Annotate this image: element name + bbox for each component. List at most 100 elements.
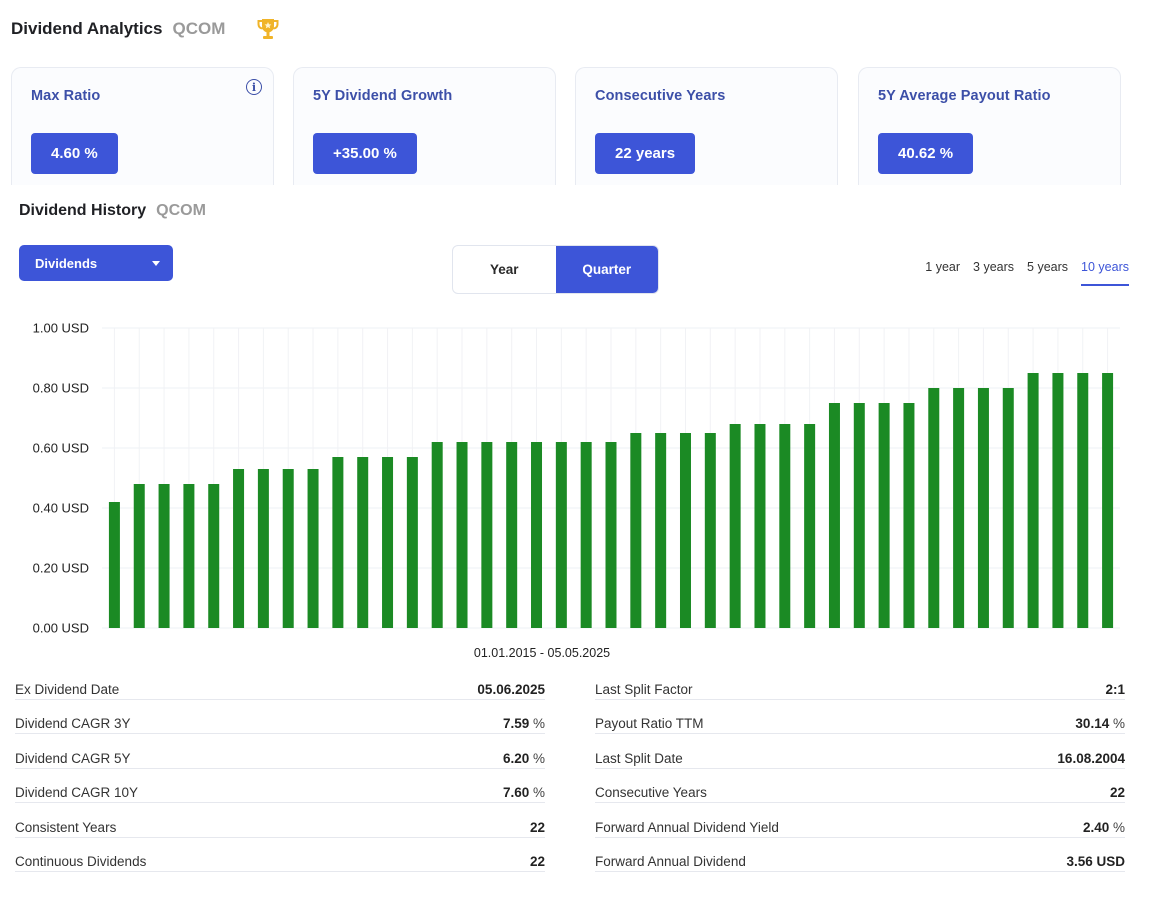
dividend-bar[interactable]	[357, 457, 369, 628]
stat-key: Last Split Factor	[595, 682, 701, 697]
stat-value: 22	[521, 819, 545, 835]
stat-row: Dividend CAGR 5Y 6.20 %	[15, 750, 545, 785]
stat-row: Dividend CAGR 3Y 7.59 %	[15, 716, 545, 750]
dividend-bar[interactable]	[1052, 373, 1064, 628]
dividend-bar[interactable]	[257, 469, 269, 628]
dividend-bar[interactable]	[928, 388, 940, 628]
card-consecutive-years: Consecutive Years 22 years	[575, 67, 838, 185]
dividend-bar[interactable]	[431, 442, 443, 628]
card-5y-average-payout-ratio: 5Y Average Payout Ratio 40.62 %	[858, 67, 1121, 185]
stat-key: Consecutive Years	[595, 785, 715, 801]
stat-value: 22	[1101, 785, 1125, 801]
stat-value: 6.20 %	[494, 750, 545, 766]
card-5y-dividend-growth: 5Y Dividend Growth +35.00 %	[293, 67, 556, 185]
dividend-bar[interactable]	[779, 424, 791, 628]
stat-value: 2.40 %	[1074, 819, 1125, 835]
dividend-bar[interactable]	[1002, 388, 1014, 628]
info-icon[interactable]: i	[246, 79, 262, 95]
range-selector: 1 year 3 years 5 years 10 years	[925, 260, 1129, 286]
stat-row: Forward Annual Dividend 3.56 USD	[595, 853, 1125, 888]
toggle-year[interactable]: Year	[489, 262, 519, 277]
stat-key: Consistent Years	[15, 819, 125, 835]
stat-row: Consecutive Years 22	[595, 785, 1125, 819]
stats-right: Last Split Factor 2:1 Payout Ratio TTM 30.…	[595, 682, 1125, 888]
dividend-bar[interactable]	[233, 469, 245, 628]
dividend-bar[interactable]	[754, 424, 766, 628]
stat-key: Dividend CAGR 3Y	[15, 716, 139, 732]
dividend-bar[interactable]	[406, 457, 418, 628]
dividend-bar[interactable]	[903, 403, 915, 628]
metric-dropdown[interactable]: Dividends	[19, 245, 173, 281]
dividend-bar[interactable]	[307, 469, 319, 628]
stat-row: Forward Annual Dividend Yield 2.40 %	[595, 819, 1125, 854]
dividend-bar[interactable]	[1102, 373, 1114, 628]
dividend-bar[interactable]	[158, 484, 170, 628]
stat-value: 30.14 %	[1067, 716, 1125, 732]
dividend-bar[interactable]	[108, 502, 120, 628]
dividend-bar[interactable]	[555, 442, 567, 628]
dividend-bar[interactable]	[853, 403, 865, 628]
card-value: 40.62 %	[878, 133, 974, 174]
dividend-bar[interactable]	[977, 388, 989, 628]
dividend-bar[interactable]	[655, 433, 667, 628]
card-max-ratio: Max Ratio i 4.60 %	[11, 67, 274, 185]
dividend-bar[interactable]	[580, 442, 592, 628]
dividend-bar[interactable]	[679, 433, 691, 628]
section-title: Dividend History	[19, 202, 147, 219]
dividend-bar[interactable]	[804, 424, 816, 628]
stat-row: Consistent Years 22	[15, 819, 545, 854]
dividend-bar[interactable]	[456, 442, 468, 628]
dividend-bar[interactable]	[183, 484, 195, 628]
chart-period-label: 01.01.2015 - 05.05.2025	[473, 646, 611, 660]
ticker-label: QCOM	[172, 19, 226, 38]
dividend-bar[interactable]	[282, 469, 294, 628]
y-tick-label: 0.80 USD	[33, 381, 89, 396]
stat-value: 7.59 %	[494, 716, 545, 732]
card-label: 5Y Dividend Growth	[313, 88, 453, 104]
y-tick-label: 0.60 USD	[33, 441, 89, 456]
period-toggle: Year Quarter	[452, 245, 659, 294]
dividend-bar-chart: 1.00 USD 0.80 USD 0.60 USD 0.40 USD 0.20 USD…	[33, 321, 1120, 636]
y-tick-label: 0.00 USD	[33, 621, 89, 636]
dividend-bar[interactable]	[729, 424, 741, 628]
dividend-bar[interactable]	[531, 442, 543, 628]
dividend-bar[interactable]	[506, 442, 518, 628]
stat-key: Continuous Dividends	[15, 853, 155, 869]
stat-key: Forward Annual Dividend	[595, 853, 754, 869]
dividend-bar[interactable]	[133, 484, 145, 628]
dropdown-label: Dividends	[35, 255, 98, 271]
dividend-bar[interactable]	[332, 457, 344, 628]
range-5-years[interactable]: 5 years	[1027, 260, 1069, 274]
dividend-bar[interactable]	[1027, 373, 1039, 628]
stat-key: Dividend CAGR 5Y	[15, 750, 139, 766]
stats-left: Ex Dividend Date 05.06.2025 Dividend CAGR…	[15, 682, 545, 888]
dividend-bar[interactable]	[481, 442, 493, 628]
toggle-quarter[interactable]: Quarter	[555, 246, 658, 293]
dividend-bar[interactable]	[382, 457, 394, 628]
dividend-bar[interactable]	[878, 403, 890, 628]
trophy-icon	[255, 16, 281, 42]
dividend-bar[interactable]	[208, 484, 220, 628]
dividend-bar[interactable]	[704, 433, 716, 628]
range-1-year[interactable]: 1 year	[925, 260, 961, 274]
stat-value: 05.06.2025	[469, 682, 545, 697]
dividend-bar[interactable]	[1077, 373, 1089, 628]
dividend-bar[interactable]	[605, 442, 617, 628]
y-tick-label: 0.40 USD	[33, 501, 89, 516]
stat-row: Ex Dividend Date 05.06.2025	[15, 682, 545, 716]
ticker-label: QCOM	[156, 202, 206, 219]
stat-row: Continuous Dividends 22	[15, 853, 545, 888]
summary-cards: Max Ratio i 4.60 % 5Y Dividend Growth +3…	[11, 67, 1121, 185]
stat-row: Last Split Factor 2:1	[595, 682, 1125, 716]
range-3-years[interactable]: 3 years	[973, 260, 1015, 274]
stat-value: 3.56 USD	[1058, 853, 1125, 869]
range-10-years[interactable]: 10 years	[1081, 260, 1129, 286]
dividend-bar[interactable]	[630, 433, 642, 628]
y-tick-label: 1.00 USD	[33, 321, 89, 336]
stat-row: Dividend CAGR 10Y 7.60 %	[15, 785, 545, 819]
y-tick-label: 0.20 USD	[33, 561, 89, 576]
stat-value: 7.60 %	[494, 785, 545, 801]
stat-row: Payout Ratio TTM 30.14 %	[595, 716, 1125, 750]
dividend-bar[interactable]	[953, 388, 965, 628]
dividend-bar[interactable]	[828, 403, 840, 628]
